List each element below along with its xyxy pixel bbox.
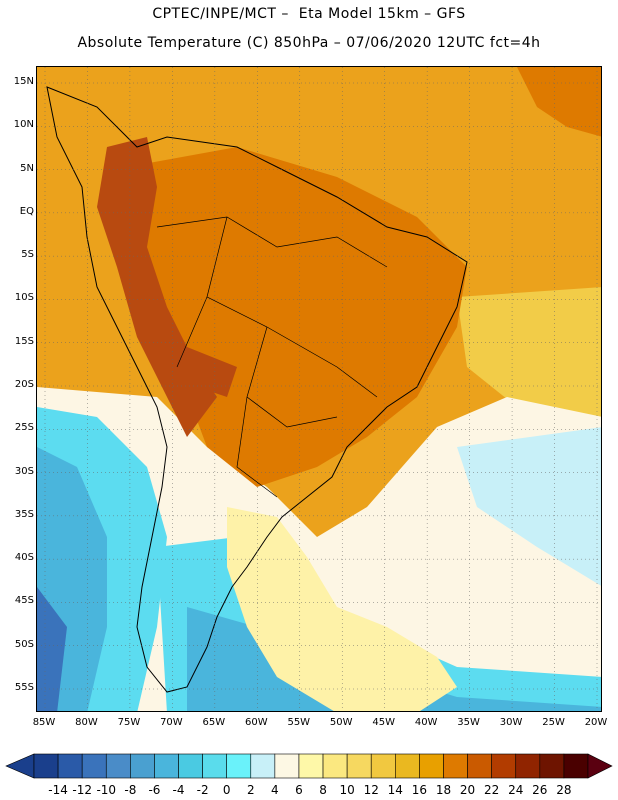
colorbar-tick-label: -6: [148, 783, 161, 797]
colorbar-cell: [202, 753, 227, 779]
colorbar-tick-label: 2: [246, 783, 255, 797]
colorbar-cell: [563, 753, 589, 779]
colorbar-cell: [539, 753, 565, 779]
temperature-map: [36, 66, 602, 712]
colorbar-cell: [298, 753, 324, 779]
colorbar-cell: [346, 753, 372, 779]
lon-label: 65W: [202, 717, 226, 728]
colorbar-tick-label: 20: [459, 783, 476, 797]
lat-label: 15S: [14, 335, 34, 347]
colorbar: [5, 753, 613, 779]
lat-label: 5N: [20, 162, 34, 174]
field-pacific-blue: [37, 587, 67, 711]
lat-label: 25S: [14, 422, 34, 434]
lon-label: 45W: [372, 717, 395, 728]
colorbar-cell: [491, 753, 517, 779]
chart-subtitle: Absolute Temperature (C) 850hPa – 07/06/…: [77, 35, 541, 51]
colorbar-tick-label: 8: [319, 783, 327, 797]
lat-label: 5S: [21, 249, 34, 261]
lat-label: 35S: [14, 508, 34, 520]
map-canvas: [37, 67, 601, 711]
lon-label: 85W: [32, 717, 56, 728]
colorbar-tick-label: -2: [196, 783, 209, 797]
lon-label: 30W: [499, 717, 523, 728]
colorbar-cell: [467, 753, 492, 779]
field-patagonia-yellow: [227, 507, 457, 711]
lat-label: EQ: [19, 205, 34, 217]
colorbar-tick-label: -4: [172, 783, 185, 797]
lat-label: 45S: [14, 595, 34, 607]
lon-label: 70W: [160, 717, 183, 728]
colorbar-cell: [154, 753, 179, 779]
colorbar-tick-label: 4: [271, 783, 279, 797]
colorbar-cell: [419, 753, 444, 779]
colorbar-cell: [515, 753, 541, 779]
lon-label: 50W: [329, 717, 353, 728]
lon-label: 40W: [414, 717, 438, 728]
field-se-yellow: [457, 287, 601, 427]
field-andes-hot: [97, 137, 217, 437]
field-ne-warm-patch: [517, 67, 601, 137]
colorbar-cell: [274, 753, 300, 779]
lat-label: 30S: [14, 465, 34, 477]
colorbar-tick-label: -8: [124, 783, 137, 797]
colorbar-cell: [250, 753, 276, 779]
colorbar-tick-label: 16: [411, 783, 428, 797]
colorbar-tick-label: 10: [339, 783, 355, 797]
lon-label: 20W: [584, 717, 608, 728]
field-se-light-cyan: [457, 427, 601, 586]
colorbar-tick-label: 14: [387, 783, 403, 797]
colorbar-tick-label: -10: [96, 783, 117, 797]
lat-label: 55S: [14, 682, 34, 693]
colorbar-tick-label: 18: [435, 783, 452, 797]
colorbar-cell: [81, 753, 107, 779]
colorbar-cell: [33, 753, 59, 779]
lat-label: 50S: [14, 638, 34, 650]
colorbar-cell: [130, 753, 155, 779]
lon-label: 75W: [117, 717, 141, 728]
colorbar-tick-label: 26: [532, 783, 548, 797]
colorbar-tick-label: -12: [72, 783, 92, 797]
country-borders: [156, 216, 388, 498]
colorbar-tick-label: 22: [484, 783, 500, 797]
colorbar-under-triangle: [5, 753, 35, 779]
colorbar-cell: [370, 753, 396, 779]
colorbar-cell: [57, 753, 83, 779]
colorbar-cell: [322, 753, 348, 779]
chart-title: CPTEC/INPE/MCT – Eta Model 15km – GFS: [152, 6, 466, 22]
field-bolivia-hot: [187, 347, 237, 397]
lon-label: 55W: [287, 717, 311, 728]
colorbar-cell: [178, 753, 203, 779]
lat-label: 20S: [14, 379, 34, 390]
colorbar-cell: [105, 753, 131, 779]
colorbar-tick-label: 6: [295, 783, 303, 797]
lon-label: 25W: [542, 717, 565, 728]
colorbar-tick-label: -14: [48, 783, 68, 797]
lat-label: 10N: [13, 119, 34, 131]
colorbar-tick-label: 12: [363, 783, 379, 797]
lon-label: 35W: [457, 717, 480, 728]
lat-label: 15N: [13, 76, 34, 87]
colorbar-tick-label: 24: [508, 783, 524, 797]
lon-label: 80W: [75, 717, 98, 728]
colorbar-tick-label: 0: [222, 783, 231, 797]
colorbar-cell: [443, 753, 468, 779]
coastline-outline: [46, 86, 468, 693]
colorbar-cell: [226, 753, 252, 779]
colorbar-over-triangle: [587, 753, 613, 779]
lat-label: 40S: [14, 552, 34, 564]
lat-label: 10S: [14, 292, 34, 304]
lon-label: 60W: [244, 717, 268, 728]
colorbar-tick-label: 28: [556, 783, 572, 797]
colorbar-cell: [395, 753, 420, 779]
